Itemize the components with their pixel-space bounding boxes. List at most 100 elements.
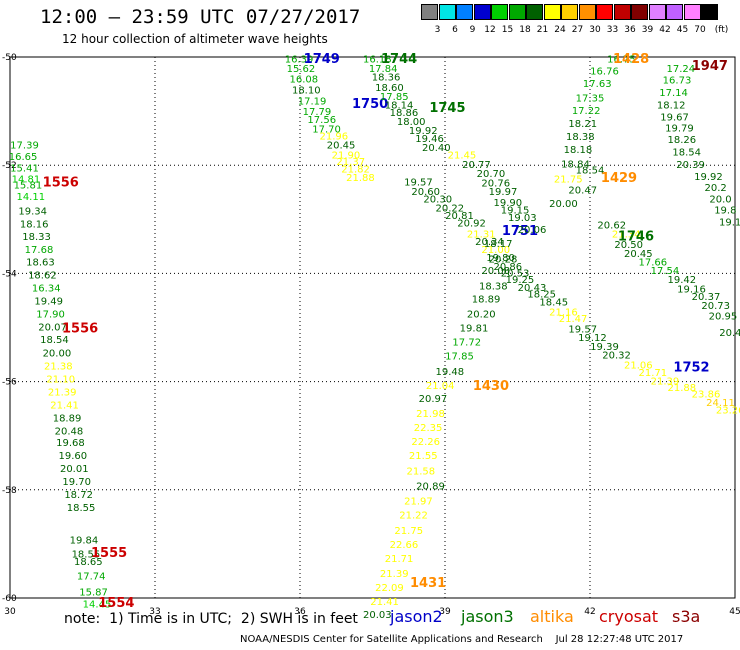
x-tick-label: 45 bbox=[729, 607, 740, 617]
swh-value: 19.57 bbox=[568, 325, 597, 336]
swh-value: 18.45 bbox=[539, 298, 568, 309]
legend-swatch bbox=[473, 4, 491, 20]
swh-value: 20.47 bbox=[568, 186, 597, 197]
plot-frame bbox=[9, 56, 736, 599]
y-tick-label: -50 bbox=[2, 53, 17, 63]
legend-label: 3 bbox=[434, 25, 441, 35]
swh-value: 21.38 bbox=[44, 361, 73, 372]
x-tick-label: 42 bbox=[584, 607, 595, 617]
y-tick-label: -58 bbox=[2, 486, 17, 496]
swh-value: 20.53 bbox=[501, 268, 530, 279]
footer-note: note: 1) Time is in UTC; 2) SWH is in fe… bbox=[64, 611, 358, 627]
swh-value: 20.2 bbox=[705, 183, 727, 194]
pass-time-label: 1556 bbox=[62, 322, 98, 337]
swh-value: 18.10 bbox=[292, 85, 321, 96]
swh-value: 18.72 bbox=[64, 490, 93, 501]
pass-time-label: 1947 bbox=[692, 59, 728, 74]
swh-value: 20.92 bbox=[457, 219, 486, 230]
legend-swatch bbox=[701, 4, 718, 20]
swh-value: 19.84 bbox=[70, 536, 99, 547]
swh-value: 15.62 bbox=[287, 64, 316, 75]
legend-swatch bbox=[456, 4, 473, 20]
legend-unit: (ft) bbox=[714, 25, 729, 35]
swh-value: 16.65 bbox=[9, 152, 38, 163]
swh-value: 19.46 bbox=[415, 134, 444, 145]
swh-value: 21.39 bbox=[651, 377, 680, 388]
swh-value: 18.38 bbox=[566, 132, 595, 143]
y-tick-label: -54 bbox=[2, 269, 17, 279]
swh-value: 22.09 bbox=[375, 583, 404, 594]
pass-time-label: 1744 bbox=[381, 52, 417, 67]
swh-value: 22.66 bbox=[390, 540, 419, 551]
legend-swatch bbox=[438, 4, 456, 20]
swh-value: 19.48 bbox=[436, 367, 465, 378]
swh-value: 21.31 bbox=[467, 229, 496, 240]
swh-value: 21.39 bbox=[48, 387, 77, 398]
x-tick-label: 39 bbox=[439, 607, 451, 617]
legend-swatch bbox=[543, 4, 561, 20]
satellite-s3a: s3a bbox=[672, 607, 701, 626]
swh-value: 18.25 bbox=[527, 289, 556, 300]
pass-time-label: 1430 bbox=[473, 379, 509, 394]
swh-value: 21.34 bbox=[612, 229, 641, 240]
swh-value: 17.35 bbox=[576, 94, 605, 105]
legend-label: 39 bbox=[641, 25, 654, 35]
swh-value: 18.38 bbox=[479, 281, 508, 292]
swh-value: 20.43 bbox=[518, 283, 547, 294]
legend-swatch bbox=[596, 4, 613, 20]
satellite-jason3: jason3 bbox=[461, 607, 514, 626]
swh-value: 18.12 bbox=[657, 101, 686, 112]
swh-value: 18.55 bbox=[67, 503, 96, 514]
swh-value: 18.62 bbox=[28, 270, 57, 281]
swh-value: 18.33 bbox=[22, 232, 51, 243]
pass-time-label: 1751 bbox=[502, 224, 538, 239]
pass-time-label: 1750 bbox=[352, 97, 388, 112]
swh-value: 20.08 bbox=[481, 266, 510, 277]
swh-value: 17.19 bbox=[298, 96, 327, 107]
swh-value: 18.84 bbox=[561, 160, 590, 171]
swh-value: 18.54 bbox=[672, 148, 701, 159]
swh-value: 21.41 bbox=[50, 400, 79, 411]
swh-value: 19.92 bbox=[694, 172, 723, 183]
swh-value: 21.39 bbox=[380, 569, 409, 580]
swh-value: 21.06 bbox=[624, 360, 653, 371]
credit-line: NOAA/NESDIS Center for Satellite Applica… bbox=[240, 634, 684, 645]
swh-value: 20.48 bbox=[55, 426, 84, 437]
swh-value: 17.14 bbox=[659, 88, 688, 99]
pass-time-label: 1555 bbox=[91, 546, 127, 561]
swh-value: 19.15 bbox=[501, 206, 530, 217]
swh-value: 17.72 bbox=[452, 338, 481, 349]
swh-value: 17.39 bbox=[10, 141, 39, 152]
swh-value: 21.16 bbox=[549, 307, 578, 318]
legend-swatch bbox=[631, 4, 648, 20]
swh-value: 22.26 bbox=[411, 437, 440, 448]
y-tick-label: -56 bbox=[2, 378, 17, 388]
legend-swatch bbox=[421, 4, 438, 20]
pass-time-label: 1749 bbox=[304, 52, 340, 67]
legend-label: 12 bbox=[484, 25, 496, 35]
swh-value: 21.58 bbox=[407, 466, 436, 477]
swh-value: 21.88 bbox=[668, 383, 697, 394]
swh-value: 19.12 bbox=[578, 333, 607, 344]
swh-value: 19.39 bbox=[590, 342, 619, 353]
swh-value: 19.90 bbox=[494, 198, 523, 209]
swh-value: 21.75 bbox=[394, 526, 423, 537]
swh-value: 19.16 bbox=[677, 285, 706, 296]
legend-label: 21 bbox=[536, 25, 549, 35]
swh-value: 18.89 bbox=[53, 413, 82, 424]
satellite-jason2: jason2 bbox=[390, 607, 443, 626]
swh-value: 21.45 bbox=[448, 150, 477, 161]
swh-value: 16.08 bbox=[290, 75, 319, 86]
swh-value: 16.75 bbox=[607, 55, 636, 66]
swh-value: 20.32 bbox=[602, 351, 631, 362]
swh-value: 21.82 bbox=[341, 164, 370, 175]
swh-value: 21.41 bbox=[370, 597, 399, 608]
swh-value: 23.86 bbox=[692, 390, 721, 401]
swh-value: 17.24 bbox=[667, 64, 696, 75]
satellite-altika: altika bbox=[530, 607, 574, 626]
swh-value: 20.39 bbox=[676, 160, 705, 171]
swh-value: 19.79 bbox=[665, 123, 694, 134]
swh-value: 19.70 bbox=[62, 477, 91, 488]
swh-value: 17.66 bbox=[639, 257, 668, 268]
